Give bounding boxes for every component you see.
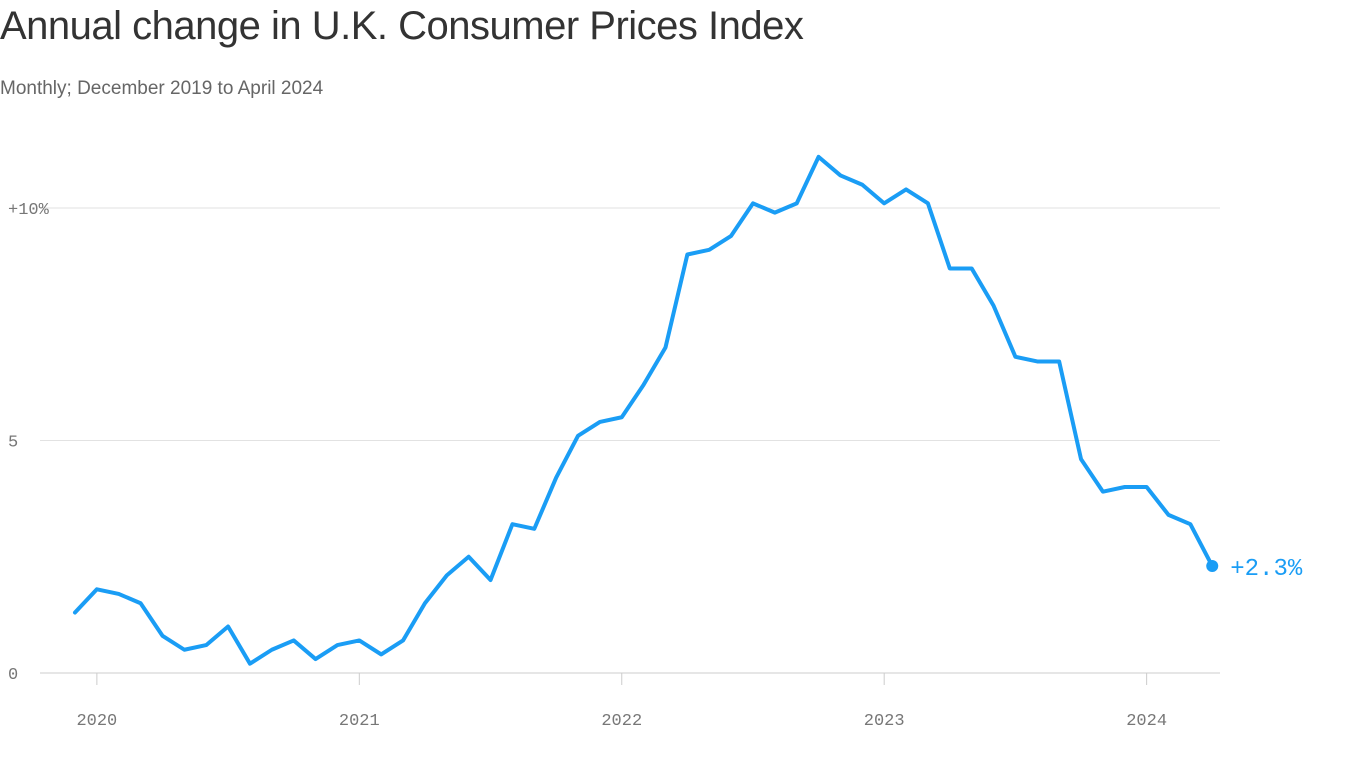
x-tick-label: 2020 xyxy=(76,712,117,731)
y-tick-label: 0 xyxy=(8,666,18,685)
end-value-label: +2.3% xyxy=(1230,556,1303,583)
y-tick-label: +10% xyxy=(8,201,50,220)
x-tick-label: 2022 xyxy=(601,712,642,731)
x-tick-label: 2021 xyxy=(339,712,380,731)
chart-title: Annual change in U.K. Consumer Prices In… xyxy=(0,4,804,48)
series-line xyxy=(73,154,1215,666)
data-point xyxy=(1206,560,1219,573)
x-tick-label: 2023 xyxy=(864,712,905,731)
y-tick-label: 5 xyxy=(8,434,18,453)
x-tick-label: 2024 xyxy=(1126,712,1167,731)
chart-subtitle: Monthly; December 2019 to April 2024 xyxy=(0,78,324,99)
